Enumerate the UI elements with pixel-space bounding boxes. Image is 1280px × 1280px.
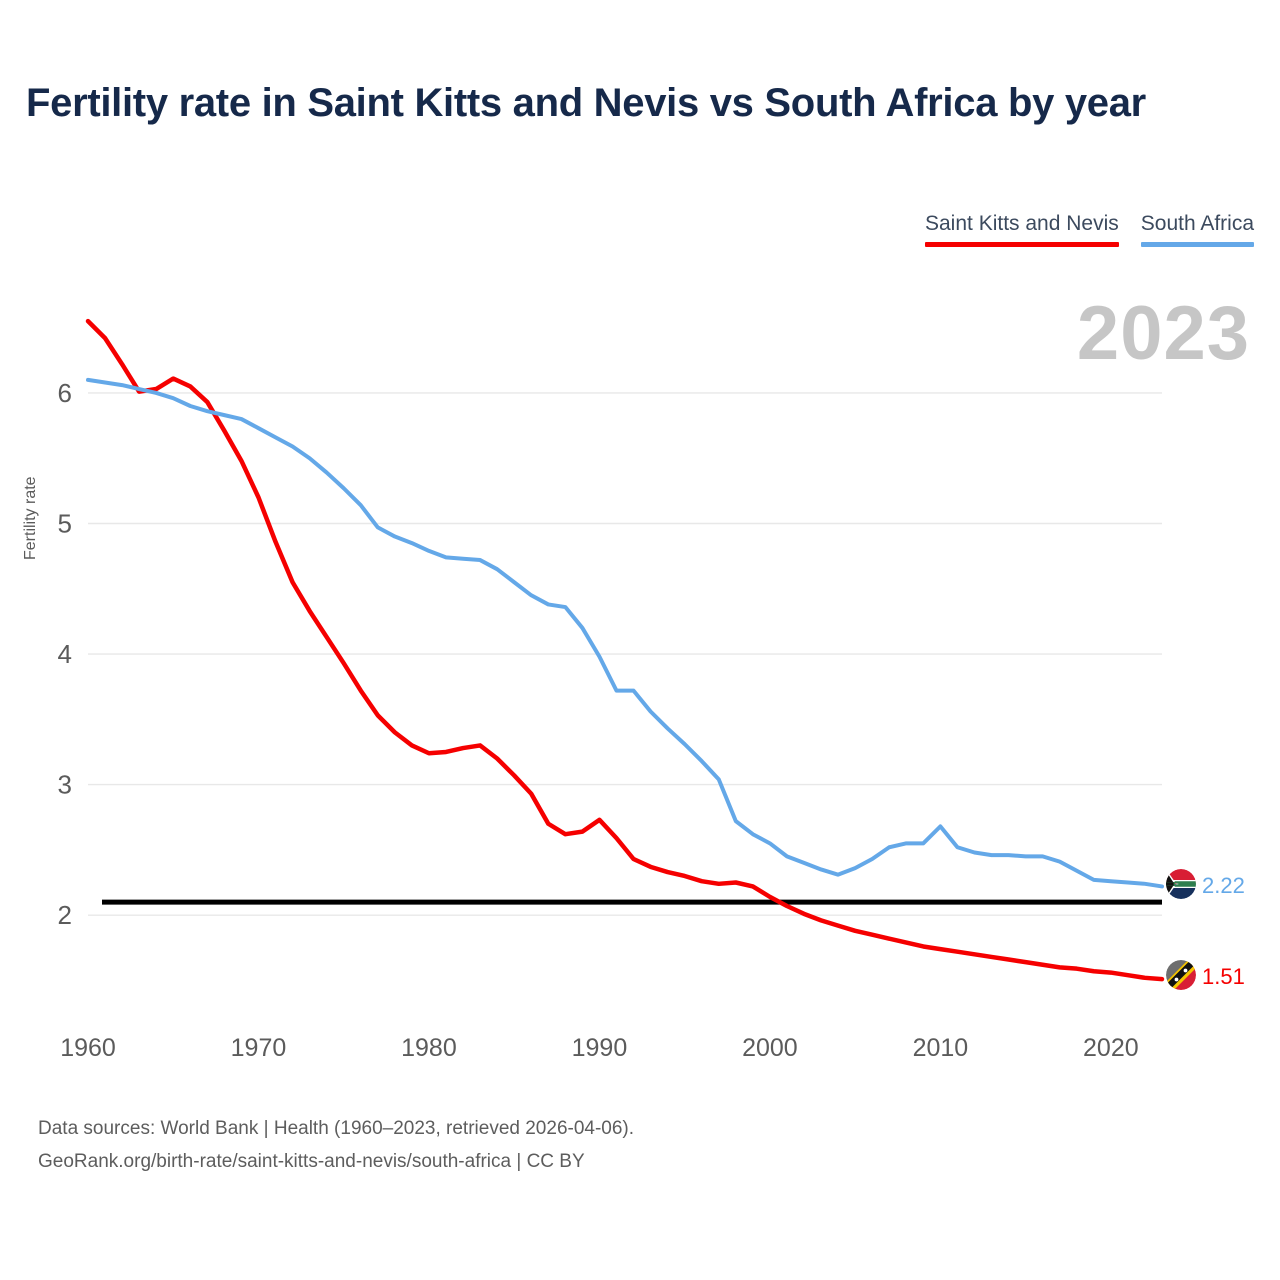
svg-text:6: 6 <box>58 378 72 408</box>
svg-text:1970: 1970 <box>231 1034 287 1062</box>
legend-item-saint-kitts-and-nevis[interactable]: Saint Kitts and Nevis <box>925 212 1119 255</box>
svg-text:2020: 2020 <box>1083 1034 1139 1062</box>
svg-text:3: 3 <box>58 770 72 800</box>
saint-kitts-and-nevis-end-value: 1.51 <box>1202 964 1245 989</box>
svg-text:1980: 1980 <box>401 1034 457 1062</box>
series-lines <box>85 318 1165 982</box>
legend-label: Saint Kitts and Nevis <box>925 212 1119 235</box>
svg-text:1960: 1960 <box>60 1034 116 1062</box>
gridlines <box>88 392 1162 916</box>
y-axis-title: Fertility rate <box>22 476 39 560</box>
legend-color-swatch-blue <box>1140 242 1254 248</box>
footer-line-1: Data sources: World Bank | Health (1960–… <box>38 1118 635 1139</box>
svg-text:4: 4 <box>58 639 72 669</box>
south-africa-end-value: 2.22 <box>1202 873 1245 898</box>
chart-legend: Saint Kitts and Nevis South Africa <box>925 212 1254 255</box>
footer-line-2: GeoRank.org/birth-rate/saint-kitts-and-n… <box>38 1151 585 1173</box>
svg-text:2000: 2000 <box>742 1034 798 1062</box>
svg-text:5: 5 <box>58 508 72 538</box>
footer-sources: Data sources: World Bank | Health (1960–… <box>38 1112 634 1179</box>
svg-text:2: 2 <box>58 900 72 930</box>
south-africa-flag-icon <box>1166 869 1196 899</box>
saint-kitts-and-nevis-flag-icon <box>1166 960 1196 990</box>
svg-text:1990: 1990 <box>572 1034 628 1062</box>
y-axis-tick-labels: 2 3 4 5 6 <box>58 378 72 930</box>
year-watermark: 2023 <box>1076 291 1250 376</box>
legend-item-south-africa[interactable]: South Africa <box>1140 212 1254 255</box>
legend-color-swatch-red <box>925 242 1119 248</box>
legend-label: South Africa <box>1140 212 1254 235</box>
x-axis-tick-labels: 1960 1970 1980 1990 2000 2010 2020 <box>60 1034 1138 1062</box>
svg-text:2010: 2010 <box>913 1034 969 1062</box>
page-title: Fertility rate in Saint Kitts and Nevis … <box>26 81 1146 125</box>
